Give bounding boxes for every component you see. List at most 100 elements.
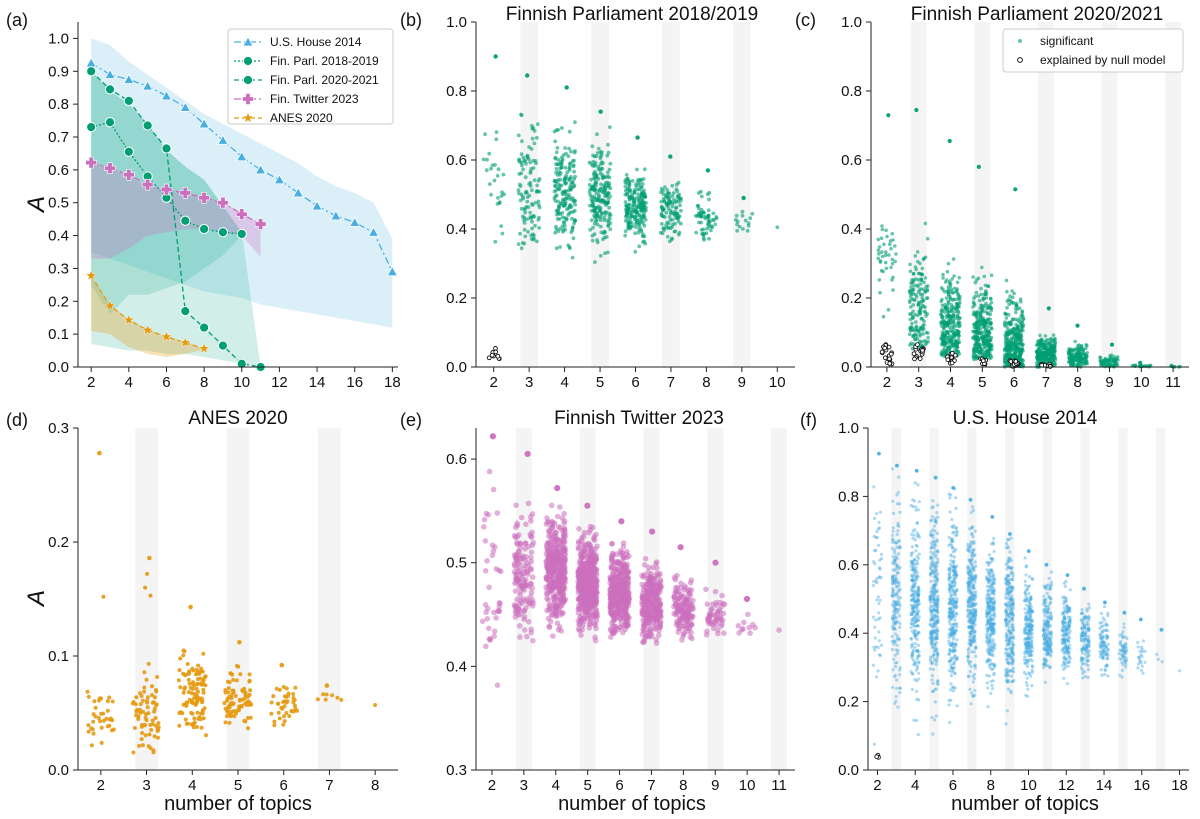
data-point: [1011, 301, 1016, 305]
data-point: [880, 254, 885, 259]
data-point: [920, 328, 925, 332]
y-tick-label: 0.0: [48, 762, 69, 779]
data-point: [533, 200, 538, 205]
data-point: [594, 218, 599, 223]
data-point: [705, 215, 710, 220]
data-point: [889, 265, 893, 270]
marker-anes: [85, 269, 97, 281]
data-point: [633, 231, 637, 236]
data-point: [634, 225, 638, 230]
data-point: [512, 588, 519, 594]
data-point: [201, 716, 206, 721]
x-tick-label: 11: [1165, 374, 1181, 391]
data-point: [630, 179, 635, 183]
x-tick-label: 6: [162, 374, 170, 391]
data-point: [626, 553, 632, 559]
data-point: [945, 323, 950, 328]
data-point: [149, 727, 154, 732]
data-point: [940, 315, 944, 320]
x-tick-label: 8: [200, 374, 208, 391]
data-point: [599, 230, 604, 235]
marker-house: [141, 80, 154, 91]
data-point: [373, 703, 378, 707]
max-point: [1013, 187, 1018, 192]
data-point: [597, 198, 602, 203]
data-point: [573, 199, 577, 203]
data-point: [553, 184, 557, 188]
x-tick-label: 18: [384, 374, 401, 391]
data-point: [561, 220, 566, 224]
data-point: [662, 228, 666, 233]
data-point: [554, 620, 561, 626]
null-model-point: [915, 342, 920, 347]
data-point: [646, 606, 652, 613]
data-point: [562, 569, 568, 575]
data-point: [1075, 352, 1079, 356]
data-point: [711, 211, 716, 216]
data-point: [888, 242, 892, 246]
data-point: [668, 211, 673, 216]
data-point: [741, 227, 745, 231]
panel-c-label: (c): [795, 10, 816, 30]
marker-house: [349, 216, 361, 227]
data-point: [620, 543, 627, 550]
data-point: [559, 165, 564, 170]
legend-label-fin2021: Fin. Parl. 2020-2021: [270, 73, 379, 87]
data-point: [147, 732, 152, 737]
x-tick-label: 5: [234, 777, 242, 794]
data-point: [138, 691, 142, 696]
data-point: [598, 253, 603, 258]
data-point: [231, 677, 236, 682]
data-point: [911, 272, 916, 276]
data-point: [1012, 291, 1016, 296]
data-point: [637, 195, 641, 200]
data-point: [606, 250, 610, 255]
data-point: [96, 716, 101, 720]
data-point: [153, 716, 158, 720]
null-model-point: [493, 349, 499, 355]
data-point: [878, 259, 883, 263]
panel-d: (d) ANES 2020 A number of topics 0.00.10…: [6, 408, 398, 815]
data-point: [146, 711, 151, 716]
line-fin2021: [90, 70, 261, 368]
null-model-point: [887, 361, 893, 366]
data-point: [132, 726, 137, 730]
data-point: [908, 328, 913, 332]
data-point: [1018, 297, 1023, 302]
data-point: [982, 274, 987, 279]
data-point: [921, 332, 925, 336]
data-point: [740, 213, 745, 218]
data-point: [988, 296, 993, 301]
x-tick-label: 6: [1010, 374, 1018, 391]
data-point: [974, 278, 979, 282]
data-point: [667, 191, 672, 196]
data-point: [110, 699, 115, 704]
data-point: [1039, 348, 1044, 353]
data-point: [517, 182, 522, 187]
max-point: [741, 195, 746, 201]
data-point: [981, 298, 985, 302]
data-point: [494, 510, 501, 516]
data-point: [530, 215, 535, 219]
data-point: [876, 256, 880, 261]
data-point: [989, 308, 993, 313]
data-point: [572, 169, 576, 174]
data-point: [654, 597, 661, 604]
data-point: [876, 248, 881, 252]
data-point: [246, 699, 251, 704]
data-point: [645, 594, 652, 600]
data-point: [563, 189, 568, 194]
data-point: [955, 287, 960, 291]
data-point: [670, 217, 675, 222]
data-point: [669, 237, 674, 242]
data-point: [890, 257, 895, 262]
data-point: [702, 238, 706, 242]
null-model-point: [920, 348, 925, 353]
panel-d-label: (d): [6, 410, 28, 430]
data-point: [567, 146, 571, 151]
data-point: [677, 192, 682, 197]
data-point: [633, 249, 638, 254]
null-model-point: [949, 360, 955, 366]
data-point: [495, 202, 500, 206]
data-point: [1010, 289, 1014, 293]
